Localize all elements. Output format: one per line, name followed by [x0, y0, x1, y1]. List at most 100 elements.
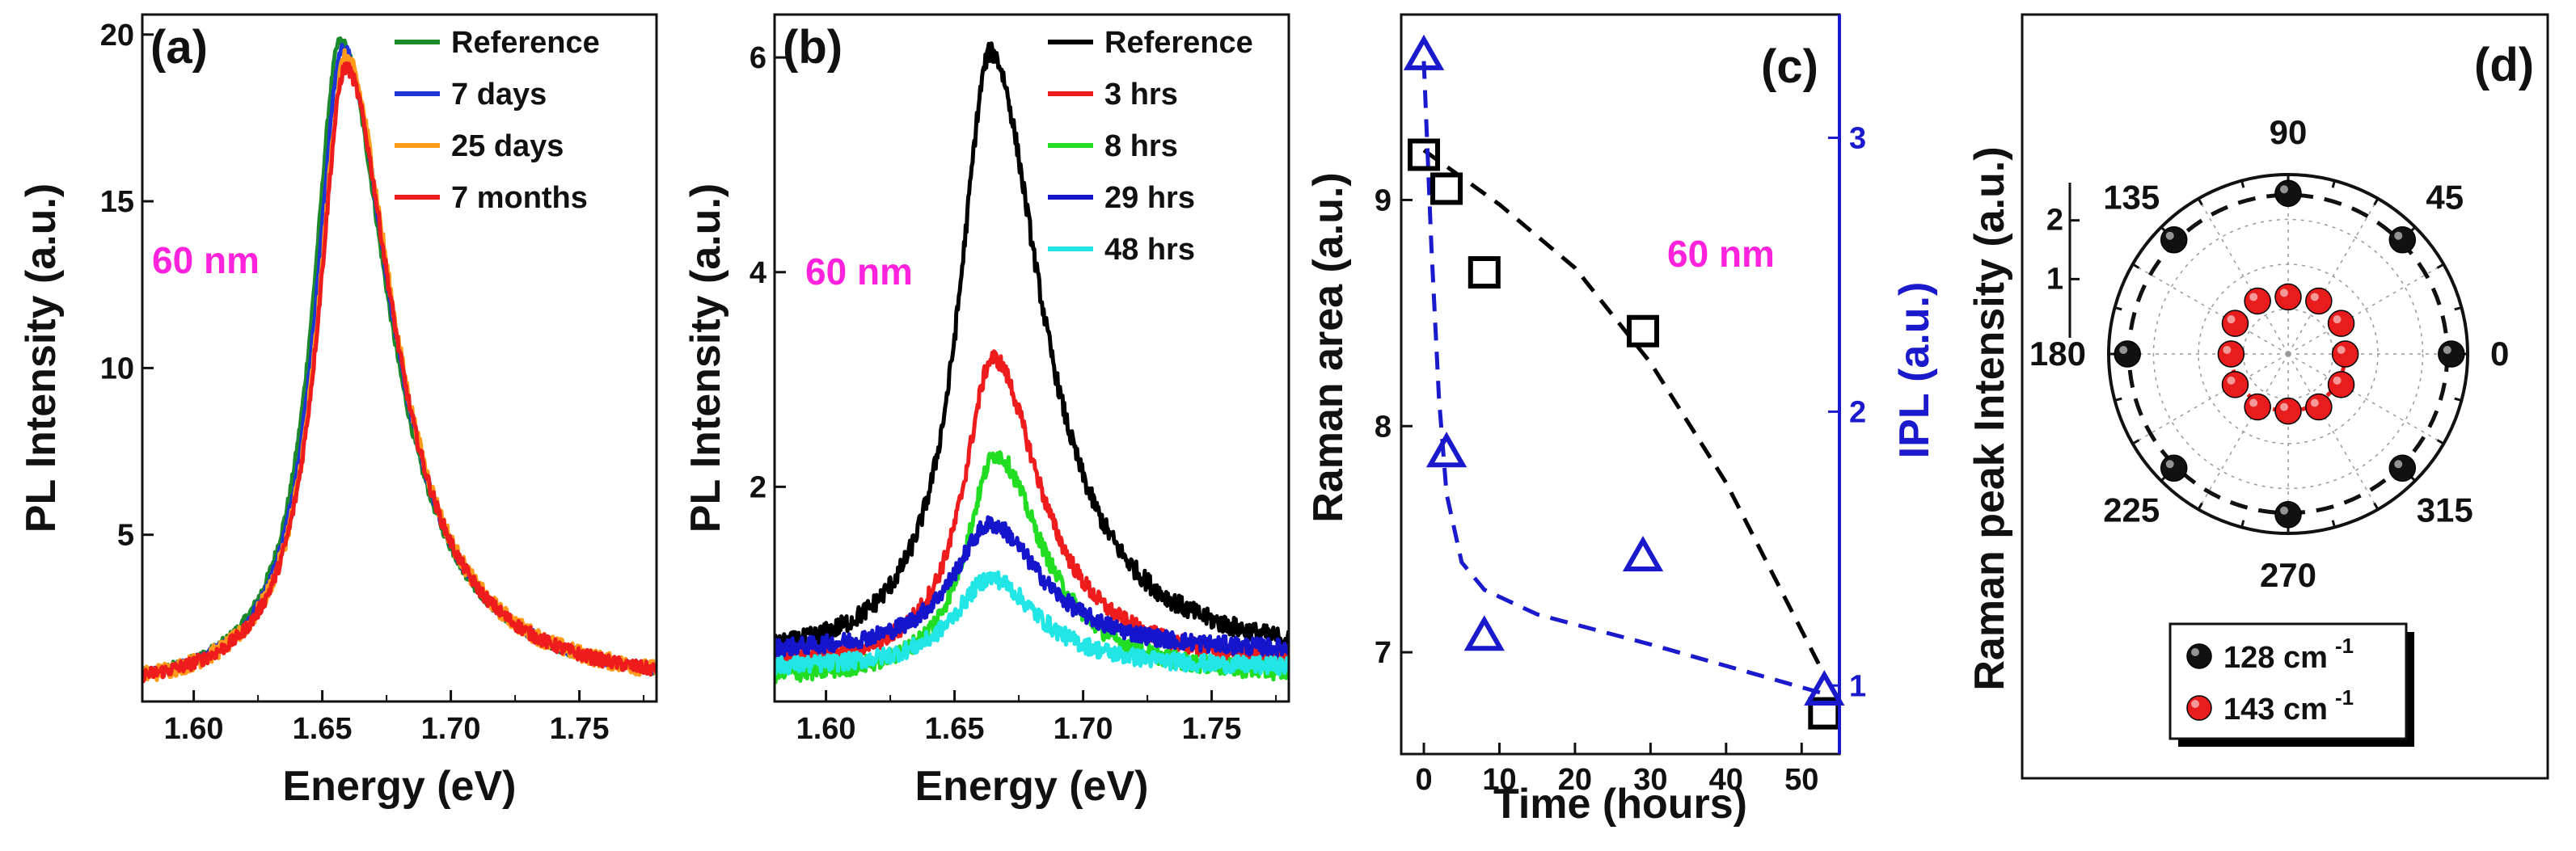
panel-a-series-line-4 [142, 61, 657, 684]
panel-d-series-2-point [2305, 393, 2333, 421]
panel-d-legend-box [2168, 622, 2408, 740]
panel-d-series-2-point [2221, 310, 2249, 337]
panel-d-angle-label: 0 [2490, 335, 2509, 373]
panel-a-x-tick-label: 1.60 [164, 712, 224, 746]
panel-a-x-tick-label: 1.70 [421, 712, 481, 746]
panel-d-legend-marker-highlight [2191, 648, 2199, 656]
panel-a-series-group [142, 36, 657, 684]
panel-d-angle-label: 315 [2417, 491, 2473, 529]
panel-c-ipl-point [1622, 535, 1664, 571]
panel-d-angle-label: 45 [2426, 178, 2464, 216]
panel-c-right-y-ticks: 1 2 3 [1828, 15, 1866, 754]
panel-c-x-tick-label: 20 [1558, 763, 1592, 797]
panel-d-angle-label: 180 [2029, 335, 2086, 373]
panel-d-point-highlight [2165, 231, 2174, 240]
panel-d-angle-tick [2436, 439, 2445, 445]
panel-b-series-group [775, 41, 1289, 685]
panel-b-legend-label: 8 hrs [1104, 129, 1178, 163]
panel-a-x-ticks: 1.60 1.65 1.70 1.75 [164, 690, 645, 746]
panel-d-angle-tick [2131, 263, 2140, 269]
panel-d-series-2-point [2274, 283, 2302, 311]
panel-d-y-axis-label: Raman peak Intensity (a.u.) [1966, 146, 2013, 690]
panel-d-point-highlight [2280, 185, 2288, 194]
panel-b-y-tick-label: 4 [750, 256, 766, 290]
panel-c-x-tick-label: 10 [1482, 763, 1516, 797]
panel-d-angle-tick [2373, 502, 2380, 511]
panel-c-x-tick-label: 40 [1709, 763, 1743, 797]
panel-a-y-tick-label: 15 [100, 185, 134, 219]
panel-d-legend: 128 cm -1 143 cm -1 [2168, 622, 2414, 747]
panel-d-angle-tick [2454, 306, 2462, 311]
panel-d-legend-superscript: -1 [2335, 685, 2354, 710]
panel-a-y-tick-label: 20 [100, 19, 134, 53]
panel-d-point-highlight [2227, 315, 2236, 324]
panel-d-grid-spoke [2198, 198, 2289, 355]
panel-c: 0 10 20 30 40 50 7 8 9 1 2 3 (c) 60 nm Time (hour… [1305, 13, 1938, 828]
panel-d-point-highlight [2443, 346, 2451, 354]
panel-c-ipl-point [1403, 34, 1445, 70]
panel-d-angle-tick [2197, 502, 2203, 511]
panel-b-legend-label: 48 hrs [1104, 233, 1195, 267]
panel-b-x-ticks: 1.60 1.65 1.70 1.75 [796, 690, 1277, 746]
panel-b-series-line-2 [775, 349, 1289, 671]
panel-d-series-1-point [2388, 225, 2417, 254]
panel-b-legend: Reference 3 hrs 8 hrs 29 hrs 48 hrs [1048, 26, 1253, 267]
panel-d-point-highlight [2394, 460, 2403, 469]
panel-d-grid-spoke [2198, 353, 2289, 510]
panel-c-plot-area [1403, 34, 1845, 730]
panel-d-point-highlight [2333, 376, 2342, 385]
panel-d-series-1-point [2114, 340, 2141, 368]
panel-d-point-highlight [2227, 376, 2236, 385]
panel-b-x-tick-label: 1.65 [925, 712, 985, 746]
panel-d-series-1-point [2438, 340, 2465, 368]
panel-d-point-highlight [2280, 506, 2288, 515]
panel-b-legend-label: Reference [1104, 26, 1253, 60]
panel-a-y-tick-label: 10 [100, 352, 134, 385]
panel-c-y-axis-label: Raman area (a.u.) [1305, 172, 1352, 523]
panel-d-grid-spoke [2287, 263, 2444, 355]
panel-d-angle-tick [2240, 520, 2245, 528]
panel-c-right-y-tick-label: 2 [1849, 395, 1866, 429]
panel-d-angle-label: 90 [2270, 113, 2308, 151]
panel-d-point-highlight [2394, 231, 2403, 240]
panel-d-legend-superscript: -1 [2335, 634, 2354, 658]
panel-b-y-tick-label: 2 [750, 470, 766, 504]
panel-c-y-tick-label: 8 [1375, 410, 1391, 444]
panel-b-label: (b) [783, 21, 842, 74]
panel-d-series-2-point [2327, 371, 2355, 398]
panel-a-x-tick-label: 1.65 [293, 712, 353, 746]
panel-a-legend: Reference 7 days 25 days 7 months [395, 26, 600, 215]
panel-c-x-tick-label: 0 [1415, 763, 1432, 797]
panel-d-legend-marker [2186, 695, 2212, 721]
panel-d-point-highlight [2280, 289, 2288, 297]
panel-a-legend-label: Reference [451, 26, 600, 60]
panel-d-label: (d) [2474, 39, 2534, 91]
panel-c-y-ticks: 7 8 9 [1375, 183, 1413, 670]
panel-d-angle-label: 225 [2103, 491, 2160, 529]
panel-a-legend-label: 7 months [451, 181, 588, 215]
panel-d-angle-tick [2197, 197, 2203, 206]
panel-d-series-2-point [2221, 371, 2249, 398]
panel-b-y-tick-label: 6 [750, 41, 766, 75]
panel-c-x-ticks: 0 10 20 30 40 50 [1415, 743, 1818, 797]
panel-d-series-1-point [2160, 225, 2188, 254]
panel-a-plot-area [142, 36, 657, 684]
panel-b-x-tick-label: 1.70 [1054, 712, 1113, 746]
panel-b-x-axis-label: Energy (eV) [915, 763, 1149, 810]
panel-d-point-highlight [2280, 402, 2288, 411]
panel-d-point-highlight [2333, 315, 2342, 324]
panel-c-ipl-point [1425, 432, 1467, 468]
panel-d-point-highlight [2119, 346, 2128, 354]
panel-d-series-2-point [2327, 310, 2355, 337]
panel-b-y-ticks: 2 4 6 [750, 41, 786, 504]
panel-b-frame [773, 13, 1290, 703]
panel-d-point-highlight [2310, 398, 2319, 407]
panel-d-series-2-point [2244, 393, 2271, 421]
panel-d-series-1-point [2160, 454, 2188, 482]
panel-c-ipl-point [1804, 670, 1845, 706]
panel-d-angle-tick [2331, 520, 2336, 528]
panel-c-right-y-axis-label: IPL (a.u.) [1891, 282, 1938, 459]
panel-d-point-highlight [2223, 346, 2232, 354]
panel-d-angle-tick [2373, 197, 2380, 206]
